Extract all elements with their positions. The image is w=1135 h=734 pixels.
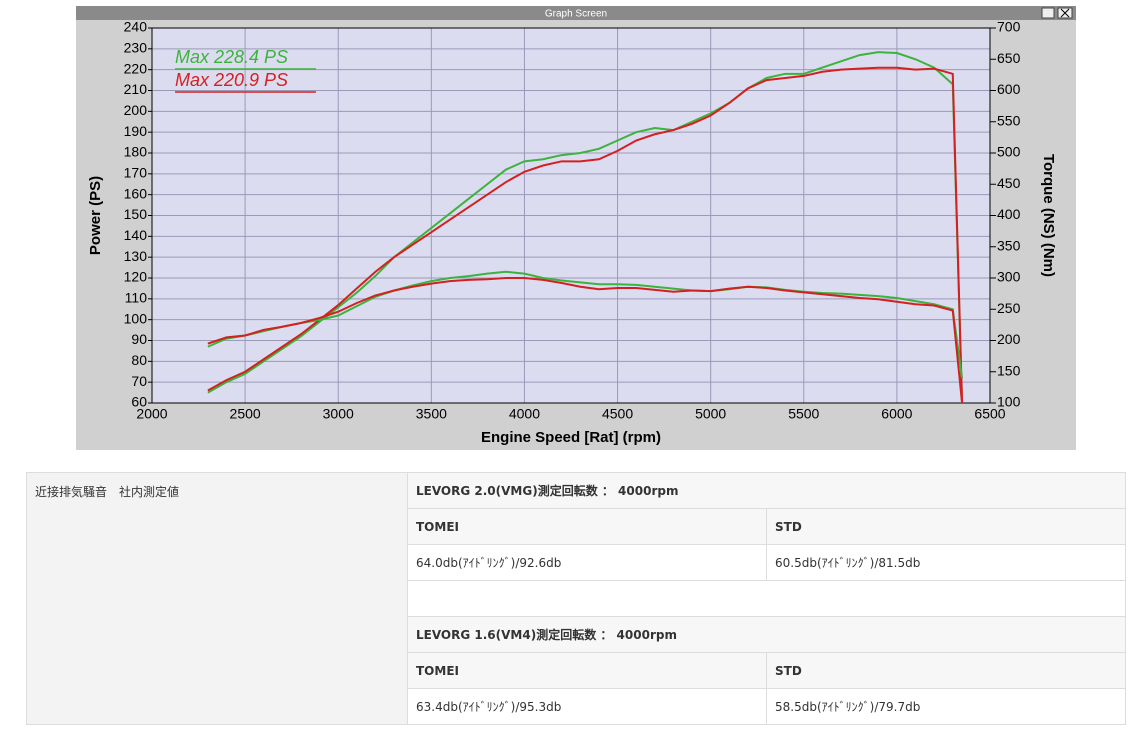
y-tick-label: 130 <box>124 248 148 264</box>
y-tick-label: 80 <box>131 352 147 368</box>
y2-tick-label: 300 <box>997 269 1021 285</box>
section-title: LEVORG 1.6(VM4)測定回転数 ： 4000rpm <box>407 616 1126 653</box>
close-icon <box>1060 8 1070 18</box>
y2-tick-label: 600 <box>997 81 1021 97</box>
y-tick-label: 100 <box>124 310 148 326</box>
y2-axis-label: Torque (NS) (Nm) <box>1040 154 1057 277</box>
series-line <box>207 51 964 404</box>
cell: 60.5db(ｱｲﾄﾞﾘﾝｸﾞ)/81.5db <box>766 544 1126 581</box>
x-tick-label: 2000 <box>136 406 167 422</box>
y-tick-label: 170 <box>124 165 148 181</box>
x-tick-label: 6000 <box>881 406 912 422</box>
plot-border <box>151 27 991 404</box>
series-line <box>207 270 964 379</box>
y2-tick-label: 500 <box>997 144 1021 160</box>
y2-tick-label: 100 <box>997 394 1021 410</box>
x-tick-label: 5000 <box>695 406 726 422</box>
legend-label: Max 228.4 PS <box>175 47 288 67</box>
y-tick-label: 70 <box>131 373 147 389</box>
y2-tick-label: 700 <box>997 19 1021 35</box>
y-tick-label: 240 <box>124 19 148 35</box>
series-line <box>207 66 964 404</box>
title-bar <box>76 6 1076 20</box>
graph-window: Graph Screen 60 70 80 90 100 110 120 130 140 150 1… <box>76 6 1076 450</box>
y-tick-label: 180 <box>124 144 148 160</box>
x-tick-label: 3000 <box>323 406 354 422</box>
y-tick-label: 150 <box>124 206 148 222</box>
y2-tick-label: 650 <box>997 50 1021 66</box>
column-header: STD <box>766 508 1126 545</box>
y-tick-label: 230 <box>124 40 148 56</box>
y-tick-label: 110 <box>125 290 148 306</box>
table-label: 近接排気騒音 社内測定値 <box>26 472 408 725</box>
column-header: TOMEI <box>407 652 767 689</box>
y-tick-label: 210 <box>124 81 148 97</box>
cell: 58.5db(ｱｲﾄﾞﾘﾝｸﾞ)/79.7db <box>766 688 1126 725</box>
chart: 60 70 80 90 100 110 120 130 140 150 160 170 180 190 20… <box>87 19 1057 446</box>
x-tick-label: 3500 <box>416 406 447 422</box>
column-header: TOMEI <box>407 508 767 545</box>
y2-tick-label: 450 <box>997 175 1021 191</box>
y2-tick-label: 400 <box>997 206 1021 222</box>
spacer-row <box>407 580 1126 617</box>
x-axis-label: Engine Speed [Rat] (rpm) <box>481 429 661 446</box>
y-tick-label: 120 <box>124 269 148 285</box>
y2-tick-label: 200 <box>997 331 1021 347</box>
x-tick-label: 4000 <box>509 406 540 422</box>
column-header: STD <box>766 652 1126 689</box>
y2-tick-label: 250 <box>997 300 1021 316</box>
y-tick-label: 200 <box>124 102 148 118</box>
y-tick-label: 60 <box>131 394 147 410</box>
cell: 64.0db(ｱｲﾄﾞﾘﾝｸﾞ)/92.6db <box>407 544 767 581</box>
legend-label: Max 220.9 PS <box>175 70 288 90</box>
y-tick-label: 190 <box>124 123 148 139</box>
y-axis-label: Power (PS) <box>87 176 104 255</box>
x-tick-label: 6500 <box>974 406 1005 422</box>
window-title: Graph Screen <box>545 9 607 20</box>
x-tick-label: 4500 <box>602 406 633 422</box>
x-tick-label: 5500 <box>788 406 819 422</box>
y-tick-label: 220 <box>124 60 148 76</box>
cell: 63.4db(ｱｲﾄﾞﾘﾝｸﾞ)/95.3db <box>407 688 767 725</box>
noise-table: 近接排気騒音 社内測定値 LEVORG 2.0(VMG)測定回転数 ： 4000… <box>26 472 1126 725</box>
y2-tick-label: 150 <box>997 362 1021 378</box>
y2-tick-label: 550 <box>997 112 1021 128</box>
y2-tick-label: 350 <box>997 237 1021 253</box>
series-line <box>207 277 964 404</box>
y-tick-label: 160 <box>124 185 148 201</box>
x-tick-label: 2500 <box>230 406 261 422</box>
section-title: LEVORG 2.0(VMG)測定回転数 ： 4000rpm <box>407 472 1126 509</box>
y-tick-label: 140 <box>124 227 148 243</box>
y-tick-label: 90 <box>131 331 147 347</box>
restore-button[interactable] <box>1041 7 1055 19</box>
